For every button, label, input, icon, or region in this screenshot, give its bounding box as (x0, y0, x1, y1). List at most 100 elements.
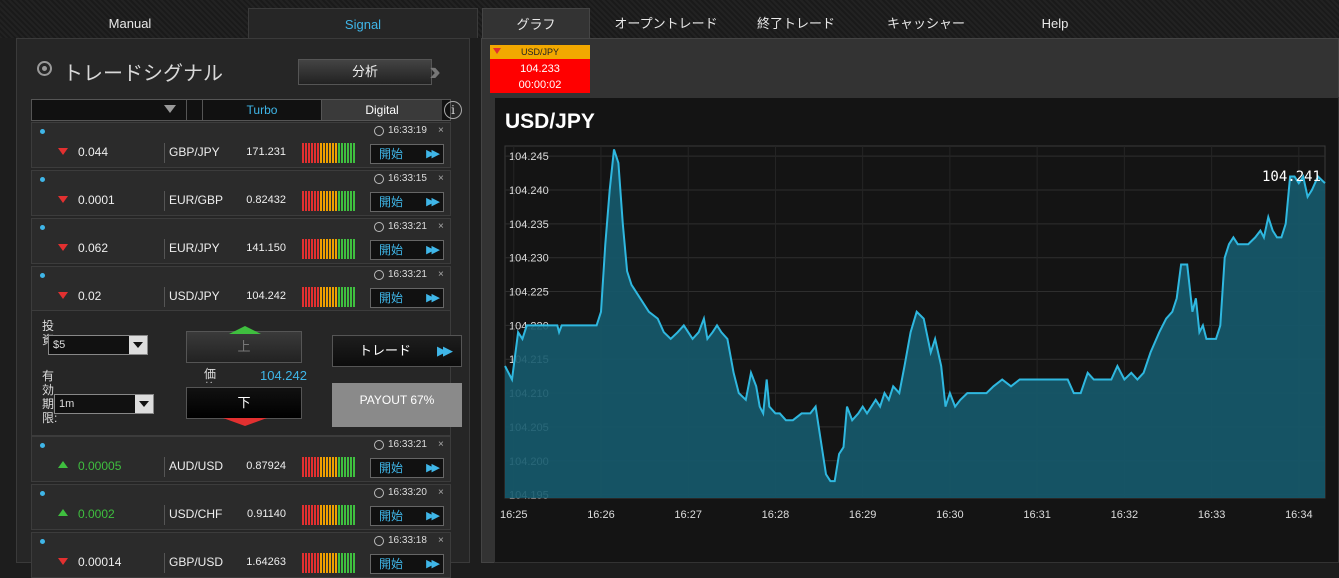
status-dot (40, 443, 45, 448)
signal-price: 1.64263 (246, 556, 286, 568)
signal-price: 171.231 (246, 146, 286, 158)
start-button[interactable]: 開始 ▶▶ (370, 554, 444, 574)
clock-icon (374, 126, 384, 136)
status-dot (40, 177, 45, 182)
down-button[interactable]: 下 (186, 387, 302, 426)
up-arrow-icon (58, 461, 68, 468)
close-icon[interactable]: × (438, 487, 444, 498)
trade-button-label: トレード (359, 343, 412, 358)
x-tick-label: 16:27 (674, 509, 702, 521)
close-icon[interactable]: × (438, 535, 444, 546)
dropdown-arrow-icon[interactable] (135, 395, 153, 413)
signal-filter-bar: Turbo Digital i (31, 99, 462, 121)
y-tick-label: 104.230 (509, 253, 549, 265)
signal-pair: EUR/GBP (169, 193, 224, 207)
dropdown-arrow-icon[interactable] (129, 336, 147, 354)
close-icon[interactable]: × (438, 439, 444, 450)
signal-pair: EUR/JPY (169, 241, 220, 255)
chevron-right-icon: ››› (432, 58, 466, 85)
tab-manual[interactable]: Manual (108, 16, 152, 31)
tab-closed-trades[interactable]: 終了トレード (756, 16, 835, 31)
tab-cashier[interactable]: キャッシャー (886, 16, 965, 31)
signal-row[interactable]: 16:33:20 × 0.0002 USD/CHF 0.91140 開始 ▶▶ (31, 484, 451, 530)
signal-time: 16:33:21 (388, 269, 427, 280)
tab-digital[interactable]: Digital (322, 100, 442, 120)
price-chart[interactable]: USD/JPY 104.195104.200104.205104.210104.… (494, 97, 1339, 563)
start-button[interactable]: 開始 ▶▶ (370, 192, 444, 212)
signal-time: 16:33:21 (388, 439, 427, 450)
panel-title: トレードシグナル (63, 63, 223, 85)
tab-signal[interactable]: Signal (248, 8, 478, 38)
signal-time: 16:33:20 (388, 487, 427, 498)
clock-icon (374, 536, 384, 546)
close-icon[interactable]: × (438, 269, 444, 280)
signal-row[interactable]: 16:33:21 × 0.062 EUR/JPY 141.150 開始 ▶▶ (31, 218, 451, 264)
strength-meter (302, 239, 356, 259)
ticker-countdown: 00:00:02 (518, 79, 562, 91)
up-button[interactable]: 上 (186, 326, 302, 363)
signal-row[interactable]: 16:33:18 × 0.00014 GBP/USD 1.64263 開始 ▶▶ (31, 532, 451, 578)
signal-row[interactable]: 16:33:15 × 0.0001 EUR/GBP 0.82432 開始 ▶▶ (31, 170, 451, 216)
start-button-label: 開始 (379, 557, 404, 571)
start-button[interactable]: 開始 ▶▶ (370, 240, 444, 260)
y-tick-label: 104.225 (509, 287, 549, 299)
tab-graph[interactable]: グラフ (482, 8, 590, 38)
close-icon[interactable]: × (438, 221, 444, 232)
close-icon[interactable]: × (438, 173, 444, 184)
ticker-header: USD/JPY (490, 45, 590, 59)
invest-dropdown[interactable]: $5 (48, 335, 148, 355)
play-icon: ▶▶ (426, 292, 440, 304)
tab-open-trades[interactable]: オープントレード (614, 16, 718, 31)
down-arrow-icon (58, 244, 68, 251)
up-arrow-icon (229, 326, 261, 334)
start-button[interactable]: 開始 ▶▶ (370, 144, 444, 164)
clock-icon (374, 488, 384, 498)
price-ticker[interactable]: USD/JPY 104.233 00:00:02 (490, 45, 590, 93)
info-icon[interactable]: i (444, 101, 462, 119)
up-arrow-icon (58, 509, 68, 516)
divider (164, 239, 165, 259)
tab-turbo[interactable]: Turbo (202, 100, 322, 120)
expiry-dropdown[interactable]: 1m (54, 394, 154, 414)
play-icon: ▶▶ (437, 343, 453, 358)
down-button-label: 下 (237, 395, 251, 410)
analyze-button[interactable]: 分析 (298, 59, 432, 85)
clock-icon (374, 440, 384, 450)
radio-icon[interactable] (37, 61, 52, 76)
start-button-label: 開始 (379, 195, 404, 209)
trade-button[interactable]: トレード ▶▶ (332, 335, 462, 367)
strength-meter (302, 287, 356, 307)
signal-price: 0.87924 (246, 460, 286, 472)
expiry-value: 1m (59, 398, 75, 410)
signal-change: 0.062 (78, 241, 109, 255)
signal-time: 16:33:18 (388, 535, 427, 546)
signal-row[interactable]: 16:33:21 × 0.00005 AUD/USD 0.87924 開始 ▶▶ (31, 436, 451, 482)
start-button[interactable]: 開始 ▶▶ (370, 288, 444, 308)
payout-badge: PAYOUT 67% (332, 383, 462, 427)
clock-icon (374, 270, 384, 280)
asset-select[interactable] (32, 100, 187, 120)
start-button[interactable]: 開始 ▶▶ (370, 458, 444, 478)
signal-row[interactable]: 16:33:19 × 0.044 GBP/JPY 171.231 開始 ▶▶ (31, 122, 451, 168)
x-tick-label: 16:25 (500, 509, 528, 521)
signal-row[interactable]: 16:33:21 × 0.02 USD/JPY 104.242 開始 ▶▶ (31, 266, 451, 312)
play-icon: ▶▶ (426, 196, 440, 208)
signal-pair: GBP/USD (169, 555, 224, 569)
signal-pair: USD/JPY (169, 289, 220, 303)
up-button-label: 上 (237, 339, 251, 354)
divider (164, 457, 165, 477)
strength-meter (302, 553, 356, 573)
clock-icon (374, 222, 384, 232)
play-icon: ▶▶ (426, 510, 440, 522)
tab-help[interactable]: Help (1041, 16, 1069, 31)
strength-meter (302, 505, 356, 525)
y-tick-label: 104.240 (509, 185, 549, 197)
start-button[interactable]: 開始 ▶▶ (370, 506, 444, 526)
signal-time: 16:33:15 (388, 173, 427, 184)
current-value-label: 104.241 (1262, 169, 1321, 185)
divider (164, 191, 165, 211)
close-icon[interactable]: × (438, 125, 444, 136)
start-button-label: 開始 (379, 147, 404, 161)
x-tick-label: 16:30 (936, 509, 964, 521)
signal-pair: GBP/JPY (169, 145, 220, 159)
